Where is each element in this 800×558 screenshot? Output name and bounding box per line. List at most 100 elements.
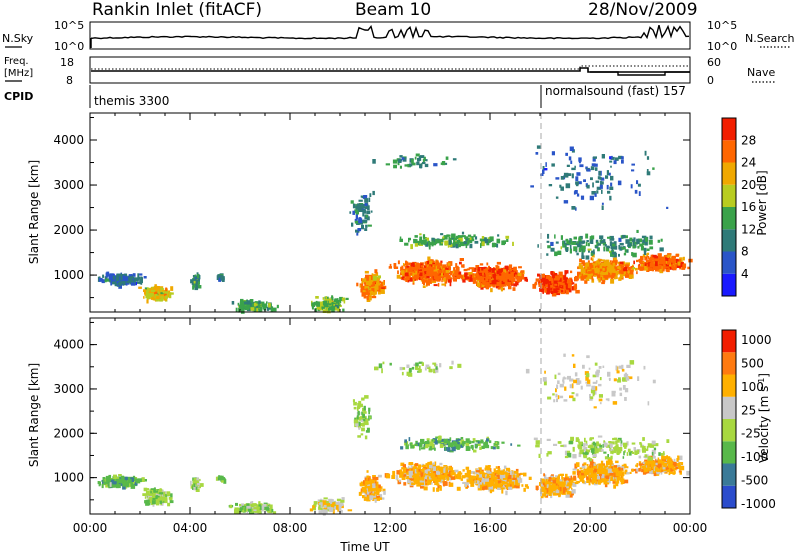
beam-title: Beam 10 [355,0,431,20]
power-echo-cell [586,242,588,246]
velocity-echo-cell [425,479,427,481]
power-echo-cell [438,265,441,268]
velocity-echo-cell [418,469,420,472]
power-echo-cell [486,285,489,289]
power-echo-cell [579,164,583,167]
power-echo-cell [570,147,574,152]
power-echo-cell [420,273,423,277]
power-echo-cell [365,271,369,274]
power-echo-cell [427,257,430,261]
power-echo-cell [194,284,196,288]
velocity-echo-cell [446,474,448,477]
velocity-echo-cell [259,505,261,507]
power-echo-cell [600,185,603,189]
power-echo-cell [618,181,622,186]
velocity-echo-cell [368,488,371,492]
power-echo-cell [483,269,487,273]
velocity-echo-cell [410,478,414,480]
power-echo-cell [467,268,470,270]
velocity-echo-cell [359,492,362,496]
power-echo-cell [371,276,373,281]
power-echo-cell [624,253,626,256]
power-echo-cell [482,236,484,239]
power-echo-cell [605,244,607,247]
power-echo-cell [647,169,649,173]
power-echo-cell [659,253,662,258]
power-echo-cell [144,276,147,279]
power-echo-cell [106,273,108,278]
velocity-echo-cell [372,477,376,480]
power-echo-cell [455,266,459,268]
power-colorbar-tick: 28 [741,133,756,147]
power-echo-cell [590,236,592,240]
velocity-echo-cell [536,486,539,490]
power-echo-cell [588,243,590,247]
velocity-echo-cell [110,482,112,487]
velocity-echo-cell [113,476,116,479]
velocity-echo-cell [170,500,174,503]
power-echo-cell [170,286,173,291]
velocity-echo-cell [399,480,401,483]
power-echo-cell [196,280,198,285]
power-echo-cell [390,264,392,267]
velocity-echo-cell [433,487,435,492]
power-echo-cell [512,242,514,246]
power-echo-cell [598,243,602,246]
velocity-echo-cell [367,496,369,500]
power-echo-cell [353,204,356,209]
velocity-echo-cell [439,467,443,472]
power-echo-cell [571,168,575,170]
velocity-echo-cell [251,501,253,503]
power-echo-cell [148,293,152,297]
cpid-program-2: normalsound (fast) 157 [545,84,686,98]
velocity-echo-cell [222,477,225,480]
power-echo-cell [365,203,368,206]
velocity-echo-cell [418,482,420,486]
power-echo-cell [448,263,451,266]
power-echo-cell [610,176,613,181]
power-echo-cell [586,240,589,242]
cpid-label: CPID [4,90,33,103]
velocity-echo-cell [451,476,455,480]
velocity-echo-cell [501,487,505,489]
power-echo-cell [464,241,467,244]
velocity-echo-cell [319,505,321,509]
velocity-echo-cell [196,487,198,490]
power-echo-cell [377,280,380,283]
velocity-echo-cell [436,479,441,482]
nsky-noise-line [91,25,689,39]
power-echo-cell [581,276,585,281]
velocity-echo-cell [424,486,428,490]
power-echo-cell [346,298,349,300]
power-echo-cell [436,239,438,243]
velocity-echo-cell [511,471,513,476]
power-echo-cell [510,273,512,276]
power-echo-cell [434,284,438,286]
power-echo-cell [352,211,355,215]
power-echo-cell [154,284,157,288]
power-echo-cell [465,277,469,279]
velocity-echo-cell [372,483,375,488]
power-echo-cell [330,298,332,302]
power-echo-cell [426,272,430,277]
power-echo-cell [655,261,658,266]
power-echo-cell [116,277,120,281]
power-echo-cell [113,276,115,280]
power-echo-cell [633,261,635,265]
power-echo-cell [316,302,320,306]
velocity-echo-cell [324,497,328,499]
power-echo-cell [413,239,416,243]
velocity-echo-cell [104,482,106,485]
power-echo-cell [364,295,367,298]
velocity-echo-cell [136,481,140,484]
power-echo-cell [439,270,443,274]
power-echo-cell [153,298,156,301]
velocity-echo-cell [244,508,246,511]
power-echo-cell [359,200,363,202]
colorbar-segment [722,118,736,140]
colorbar-segment [722,140,736,162]
power-echo-cell [439,239,443,242]
power-echo-cell [446,157,449,160]
velocity-scatter [98,354,690,516]
freq-tick-bottom: 8 [66,74,73,87]
